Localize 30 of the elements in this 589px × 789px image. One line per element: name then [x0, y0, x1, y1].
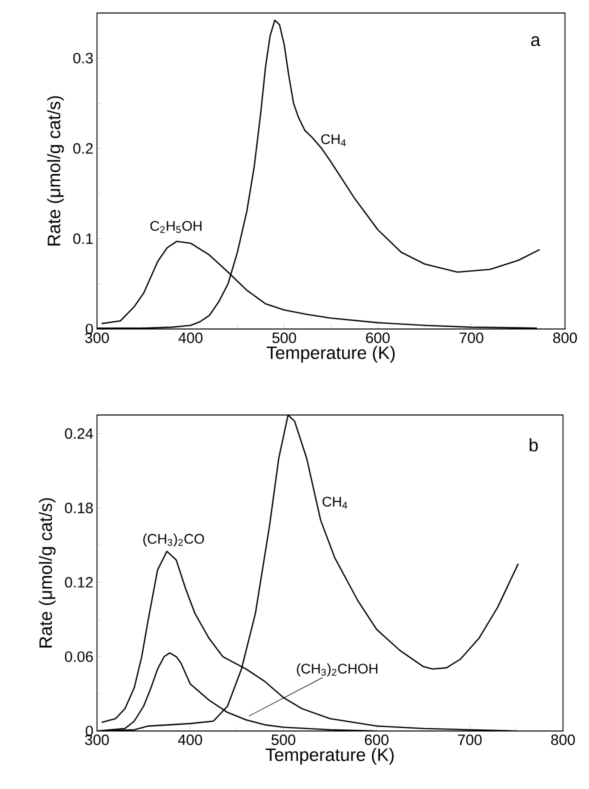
x-tick-label: 300: [85, 332, 109, 344]
x-tick-label: 600: [366, 332, 390, 344]
y-axis-title: Rate (μmol/g cat/s): [47, 96, 64, 246]
y-tick-label: 0.06: [64, 651, 93, 662]
annotation: (CH$_{3}$)$_{2}$CO: [143, 534, 204, 547]
annotation: C$_{2}$H$_{5}$OH: [150, 220, 202, 233]
x-tick-label: 800: [553, 332, 577, 344]
x-tick-label: 400: [178, 734, 202, 746]
x-axis-title: Temperature (K): [266, 346, 395, 363]
x-tick-label: 600: [364, 734, 388, 746]
x-tick-label: 500: [272, 332, 296, 344]
annotation: a: [531, 36, 540, 46]
x-tick-label: 700: [458, 734, 482, 746]
x-tick-label: 400: [178, 332, 202, 344]
annotation: b: [530, 438, 538, 452]
annotation: CH$_{4}$: [322, 496, 348, 509]
y-tick-label: 0.12: [64, 576, 93, 588]
x-tick-label: 800: [551, 734, 575, 746]
x-tick-label: 300: [85, 734, 109, 746]
x-tick-label: 500: [272, 734, 296, 746]
x-axis-title: Temperature (K): [266, 748, 394, 765]
y-tick-label: 0.18: [64, 502, 93, 514]
y-tick-label: 0.2: [73, 143, 93, 154]
y-tick-label: 0.1: [73, 233, 93, 244]
y-tick-label: 0.24: [64, 428, 94, 439]
annotation: CH$_{4}$: [321, 134, 346, 146]
annotation: (CH$_{3}$)$_{2}$CHOH: [296, 663, 378, 676]
x-tick-label: 700: [460, 332, 484, 344]
y-tick-label: 0.3: [73, 52, 93, 64]
y-axis-title: Rate (μmol/g cat/s): [38, 498, 56, 648]
